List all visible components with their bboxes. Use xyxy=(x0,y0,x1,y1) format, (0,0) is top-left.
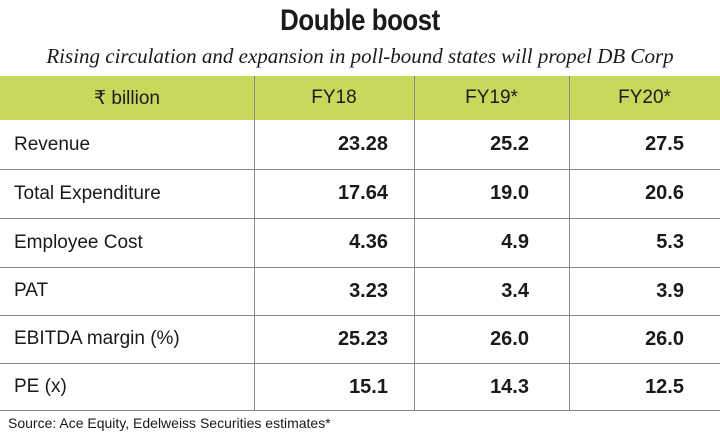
cell-value: 15.1 xyxy=(349,375,388,398)
header-fy18: FY18 xyxy=(311,87,357,108)
header-fy20: FY20* xyxy=(618,87,671,108)
cell-value: 27.5 xyxy=(645,133,684,155)
column-divider xyxy=(569,76,570,411)
cell-value: 14.3 xyxy=(490,375,529,398)
table-row: Total Expenditure 17.64 19.0 20.6 xyxy=(0,169,720,218)
row-label: Total Expenditure xyxy=(14,182,161,204)
page-title: Double boost xyxy=(280,4,440,37)
cell-value: 17.64 xyxy=(337,182,388,204)
row-label: PE (x) xyxy=(14,376,67,397)
column-divider xyxy=(414,76,415,411)
cell-value: 3.4 xyxy=(501,279,529,302)
table-row: Revenue 23.28 25.2 27.5 xyxy=(0,120,720,169)
row-divider xyxy=(0,363,720,364)
row-divider xyxy=(0,410,720,411)
cell-value: 25.2 xyxy=(490,133,529,155)
header-fy19: FY19* xyxy=(465,87,518,108)
header-unit: ₹ billion xyxy=(94,87,160,109)
table-row: PE (x) 15.1 14.3 12.5 xyxy=(0,363,720,411)
cell-value: 3.9 xyxy=(656,279,684,302)
cell-value: 26.0 xyxy=(645,327,684,350)
cell-value: 23.28 xyxy=(337,133,388,155)
table-row: Employee Cost 4.36 4.9 5.3 xyxy=(0,218,720,267)
cell-value: 3.23 xyxy=(349,279,388,302)
cell-value: 4.9 xyxy=(501,231,529,253)
table-row: EBITDA margin (%) 25.23 26.0 26.0 xyxy=(0,315,720,363)
row-divider xyxy=(0,169,720,170)
cell-value: 12.5 xyxy=(645,375,684,398)
cell-value: 25.23 xyxy=(337,327,388,350)
page-subtitle: Rising circulation and expansion in poll… xyxy=(46,44,674,68)
cell-value: 5.3 xyxy=(656,231,684,253)
cell-value: 26.0 xyxy=(490,327,529,350)
row-label: EBITDA margin (%) xyxy=(14,328,180,349)
cell-value: 4.36 xyxy=(349,231,388,253)
table-row: PAT 3.23 3.4 3.9 xyxy=(0,267,720,315)
row-divider xyxy=(0,218,720,219)
table-header-row: ₹ billion FY18 FY19* FY20* xyxy=(0,76,720,120)
cell-value: 20.6 xyxy=(645,182,684,204)
cell-value: 19.0 xyxy=(490,182,529,204)
column-divider xyxy=(254,76,255,411)
row-label: Revenue xyxy=(14,133,91,155)
row-divider xyxy=(0,315,720,316)
row-divider xyxy=(0,267,720,268)
row-label: Employee Cost xyxy=(14,231,143,253)
row-label: PAT xyxy=(14,280,49,301)
data-table: ₹ billion FY18 FY19* FY20* Revenue 23.28… xyxy=(0,76,720,411)
source-note: Source: Ace Equity, Edelweiss Securities… xyxy=(8,415,331,431)
